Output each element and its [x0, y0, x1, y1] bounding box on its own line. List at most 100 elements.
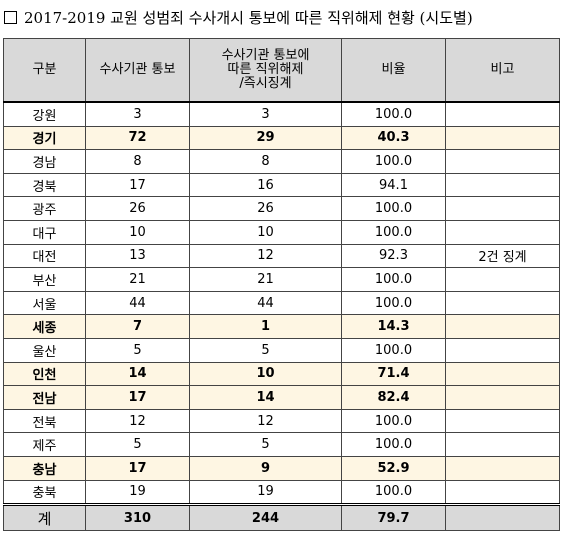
cell-note	[445, 408, 560, 434]
total-label: 계	[3, 503, 86, 532]
cell-region: 울산	[3, 337, 86, 363]
cell-ratio: 14.3	[341, 314, 446, 339]
table-row: 전북 12 12 100.0	[3, 408, 560, 434]
cell-ratio: 52.9	[341, 455, 446, 481]
cell-dismissal: 12	[189, 243, 342, 269]
table-row: 부산 21 21 100.0	[3, 267, 560, 292]
cell-ratio: 100.0	[341, 267, 446, 292]
table-row: 경남 8 8 100.0	[3, 149, 560, 174]
cell-note	[445, 479, 560, 506]
cell-ratio: 100.0	[341, 196, 446, 221]
table-row: 충북 19 19 100.0	[3, 479, 560, 506]
cell-note	[445, 267, 560, 292]
cell-dismissal: 8	[189, 149, 342, 174]
cell-dismissal: 10	[189, 361, 342, 387]
table-row: 전남 17 14 82.4	[3, 385, 560, 410]
cell-dismissal: 26	[189, 196, 342, 221]
cell-notice: 19	[85, 479, 190, 506]
cell-ratio: 92.3	[341, 243, 446, 269]
cell-ratio: 40.3	[341, 125, 446, 151]
cell-ratio: 100.0	[341, 479, 446, 506]
header-note: 비고	[445, 38, 560, 103]
cell-notice: 7	[85, 314, 190, 339]
cell-dismissal: 3	[189, 101, 342, 127]
cell-note	[445, 125, 560, 151]
cell-notice: 17	[85, 385, 190, 410]
table-row: 서울 44 44 100.0	[3, 290, 560, 316]
header-region: 구분	[3, 38, 86, 103]
cell-notice: 72	[85, 125, 190, 151]
cell-note	[445, 432, 560, 457]
table-body: 강원 3 3 100.0 경기 72 29 40.3 경남 8 8 100.0 경북 17 16 94.1 광주…	[3, 101, 560, 506]
header-notice: 수사기관 통보	[85, 38, 190, 103]
cell-notice: 3	[85, 101, 190, 127]
cell-ratio: 100.0	[341, 432, 446, 457]
cell-region: 대전	[3, 243, 86, 269]
cell-note	[445, 219, 560, 245]
cell-ratio: 100.0	[341, 101, 446, 127]
cell-notice: 12	[85, 408, 190, 434]
cell-notice: 10	[85, 219, 190, 245]
cell-note	[445, 172, 560, 198]
header-dismissal: 수사기관 통보에 따른 직위해제 /즉시징계	[189, 38, 342, 103]
cell-region: 충남	[3, 455, 86, 481]
cell-region: 서울	[3, 290, 86, 316]
table-row: 경북 17 16 94.1	[3, 172, 560, 198]
cell-dismissal: 5	[189, 432, 342, 457]
dismissal-table: 구분 수사기관 통보 수사기관 통보에 따른 직위해제 /즉시징계 비율 비고 …	[3, 38, 560, 532]
cell-dismissal: 14	[189, 385, 342, 410]
cell-region: 제주	[3, 432, 86, 457]
table-row: 인천 14 10 71.4	[3, 361, 560, 387]
cell-note: 2건 징계	[445, 243, 560, 269]
cell-dismissal: 29	[189, 125, 342, 151]
table-row: 대전 13 12 92.3 2건 징계	[3, 243, 560, 269]
table-header-row: 구분 수사기관 통보 수사기관 통보에 따른 직위해제 /즉시징계 비율 비고	[3, 38, 560, 103]
cell-dismissal: 12	[189, 408, 342, 434]
cell-dismissal: 21	[189, 267, 342, 292]
cell-ratio: 100.0	[341, 337, 446, 363]
total-dismissal: 244	[189, 503, 342, 532]
cell-region: 충북	[3, 479, 86, 506]
cell-note	[445, 101, 560, 127]
cell-dismissal: 5	[189, 337, 342, 363]
cell-dismissal: 16	[189, 172, 342, 198]
total-note	[445, 503, 560, 532]
cell-notice: 17	[85, 172, 190, 198]
cell-region: 경남	[3, 149, 86, 174]
cell-ratio: 100.0	[341, 149, 446, 174]
checkbox-square-icon	[4, 10, 17, 24]
cell-dismissal: 1	[189, 314, 342, 339]
cell-notice: 44	[85, 290, 190, 316]
table-row: 광주 26 26 100.0	[3, 196, 560, 221]
cell-dismissal: 9	[189, 455, 342, 481]
cell-note	[445, 290, 560, 316]
cell-notice: 5	[85, 337, 190, 363]
cell-region: 강원	[3, 101, 86, 127]
cell-notice: 26	[85, 196, 190, 221]
cell-region: 광주	[3, 196, 86, 221]
cell-note	[445, 337, 560, 363]
table-row: 제주 5 5 100.0	[3, 432, 560, 457]
cell-note	[445, 455, 560, 481]
cell-notice: 13	[85, 243, 190, 269]
document-title-text: 2017-2019 교원 성범죄 수사개시 통보에 따른 직위해제 현황 (시도…	[24, 8, 473, 27]
table-row: 세종 7 1 14.3	[3, 314, 560, 339]
total-ratio: 79.7	[341, 503, 446, 532]
cell-notice: 21	[85, 267, 190, 292]
cell-notice: 17	[85, 455, 190, 481]
table-row: 대구 10 10 100.0	[3, 219, 560, 245]
cell-dismissal: 19	[189, 479, 342, 506]
cell-notice: 8	[85, 149, 190, 174]
cell-region: 대구	[3, 219, 86, 245]
header-ratio: 비율	[341, 38, 446, 103]
cell-region: 경기	[3, 125, 86, 151]
cell-region: 경북	[3, 172, 86, 198]
cell-ratio: 100.0	[341, 408, 446, 434]
cell-region: 부산	[3, 267, 86, 292]
total-notice: 310	[85, 503, 190, 532]
cell-notice: 5	[85, 432, 190, 457]
cell-note	[445, 385, 560, 410]
cell-region: 전남	[3, 385, 86, 410]
cell-dismissal: 10	[189, 219, 342, 245]
cell-ratio: 71.4	[341, 361, 446, 387]
